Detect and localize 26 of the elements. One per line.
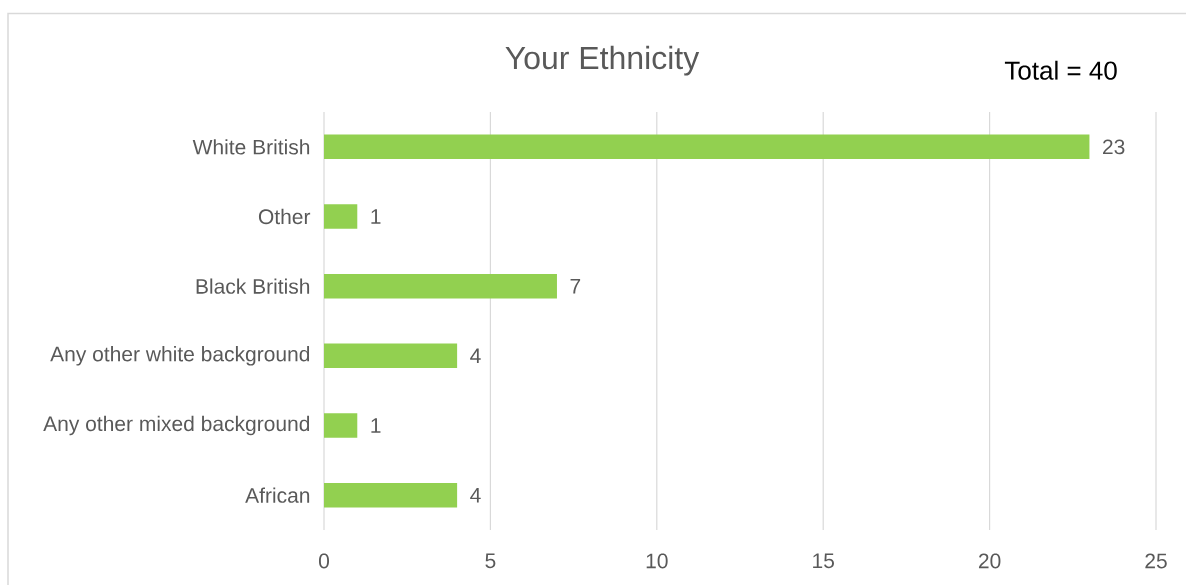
bar	[324, 482, 458, 508]
data-label: 4	[470, 348, 481, 364]
data-label: 23	[1103, 139, 1125, 155]
data-label: 4	[470, 487, 481, 503]
y-tick-label: White British	[192, 139, 310, 155]
x-tick-label: 0	[318, 553, 330, 569]
y-tick-label: Other	[258, 208, 311, 225]
y-tick-label: African	[245, 487, 310, 503]
bar	[324, 273, 557, 299]
bar	[324, 413, 358, 438]
x-tick-label: 5	[485, 553, 496, 569]
data-label: 1	[371, 418, 381, 433]
y-tick-label: Any other mixed background	[43, 415, 310, 436]
chart-title: Your Ethnicity	[505, 45, 700, 76]
bar	[324, 134, 1090, 160]
y-tick-label: Black British	[196, 278, 310, 294]
x-tick-label: 25	[1145, 553, 1167, 569]
y-tick-label: Any other white background	[50, 346, 310, 366]
data-label: 1	[371, 209, 381, 224]
bar	[324, 343, 458, 369]
x-tick-label: 20	[978, 553, 1001, 569]
data-label: 7	[570, 278, 581, 294]
text: Total = 40	[1004, 60, 1117, 80]
bar	[324, 204, 358, 229]
x-tick-label: 15	[813, 553, 834, 569]
x-tick-label: 10	[646, 553, 668, 569]
